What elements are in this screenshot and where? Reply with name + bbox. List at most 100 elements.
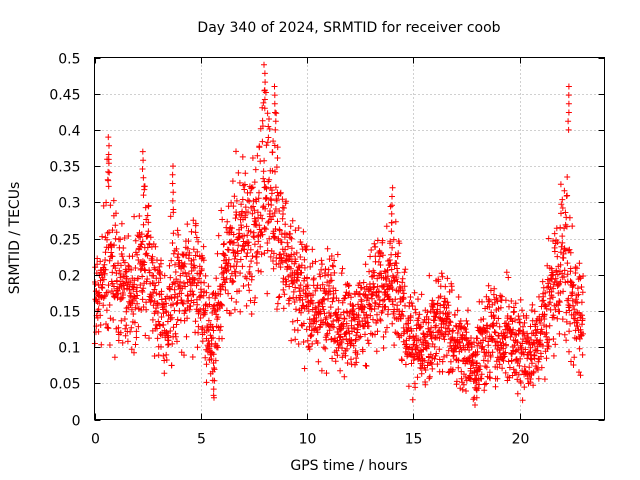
data-point: [502, 297, 509, 304]
data-point: [266, 176, 273, 183]
data-point: [374, 328, 381, 335]
data-point: [190, 217, 197, 224]
data-point: [375, 293, 382, 300]
data-point: [517, 379, 524, 386]
data-point: [385, 306, 392, 313]
data-point: [254, 152, 261, 159]
data-point: [557, 224, 564, 231]
data-point: [550, 352, 557, 359]
data-point: [409, 303, 416, 309]
data-point: [105, 168, 112, 175]
data-point: [251, 241, 258, 248]
data-point: [492, 383, 499, 390]
data-point: [155, 279, 162, 286]
data-point: [172, 261, 178, 268]
data-point: [219, 283, 226, 290]
y-tick-label: 0.35: [49, 160, 80, 176]
data-point: [566, 246, 573, 253]
data-point: [207, 332, 214, 339]
data-point: [133, 328, 140, 335]
data-point: [321, 285, 328, 292]
data-point: [259, 123, 266, 130]
data-point: [249, 210, 256, 217]
data-point: [270, 138, 277, 145]
data-point: [431, 317, 438, 324]
data-point: [319, 303, 326, 310]
data-point: [282, 221, 289, 228]
data-point: [123, 275, 130, 282]
data-point: [272, 206, 279, 212]
data-point: [105, 183, 112, 190]
data-point: [199, 326, 205, 333]
data-point: [310, 292, 316, 298]
data-point: [184, 221, 191, 228]
data-point: [199, 338, 206, 345]
data-point: [110, 197, 117, 204]
data-point: [261, 70, 268, 77]
data-point: [539, 298, 546, 304]
data-point: [463, 317, 470, 324]
data-point: [259, 138, 266, 145]
data-point: [388, 219, 395, 226]
data-point: [170, 189, 177, 196]
data-point: [306, 343, 312, 350]
data-point: [548, 265, 555, 272]
data-point: [547, 284, 554, 291]
data-point: [277, 264, 284, 271]
data-point: [248, 258, 255, 265]
data-point: [565, 295, 572, 302]
data-point: [184, 292, 191, 299]
data-point: [151, 353, 158, 359]
data-point: [221, 240, 228, 247]
data-point: [462, 326, 469, 333]
data-point: [261, 250, 268, 257]
data-point: [418, 365, 425, 372]
data-point: [169, 180, 176, 187]
data-point: [568, 358, 574, 365]
data-point: [404, 320, 411, 327]
data-point: [529, 360, 535, 367]
data-point: [118, 317, 125, 324]
data-point: [409, 396, 416, 403]
data-point: [564, 260, 571, 267]
data-point: [99, 233, 106, 240]
data-point: [379, 237, 386, 244]
data-point: [178, 290, 185, 297]
data-point: [143, 306, 150, 313]
data-point: [539, 278, 546, 285]
data-point: [145, 202, 152, 209]
data-point: [280, 286, 287, 293]
data-point: [140, 157, 147, 164]
data-point: [258, 251, 265, 258]
data-point: [349, 310, 356, 317]
data-point: [509, 318, 516, 325]
data-point: [102, 249, 109, 256]
data-point: [229, 225, 235, 232]
data-point: [510, 366, 517, 373]
data-point: [304, 282, 311, 289]
data-point: [339, 354, 346, 361]
data-point: [134, 284, 140, 291]
data-point: [579, 351, 586, 358]
data-point: [558, 201, 565, 208]
data-point: [218, 301, 225, 308]
data-point: [288, 337, 295, 344]
data-point: [418, 370, 425, 377]
data-point: [159, 332, 166, 339]
data-point: [275, 294, 282, 301]
data-point: [273, 164, 280, 171]
data-point: [116, 267, 123, 274]
data-point: [145, 228, 152, 235]
data-point: [184, 315, 191, 322]
data-point: [278, 239, 285, 246]
data-point: [547, 299, 554, 306]
data-point: [177, 279, 184, 285]
data-point: [300, 320, 307, 327]
data-point: [112, 222, 119, 229]
data-point: [474, 335, 481, 342]
data-point: [466, 347, 473, 353]
data-point: [512, 300, 519, 307]
data-point: [121, 259, 128, 266]
